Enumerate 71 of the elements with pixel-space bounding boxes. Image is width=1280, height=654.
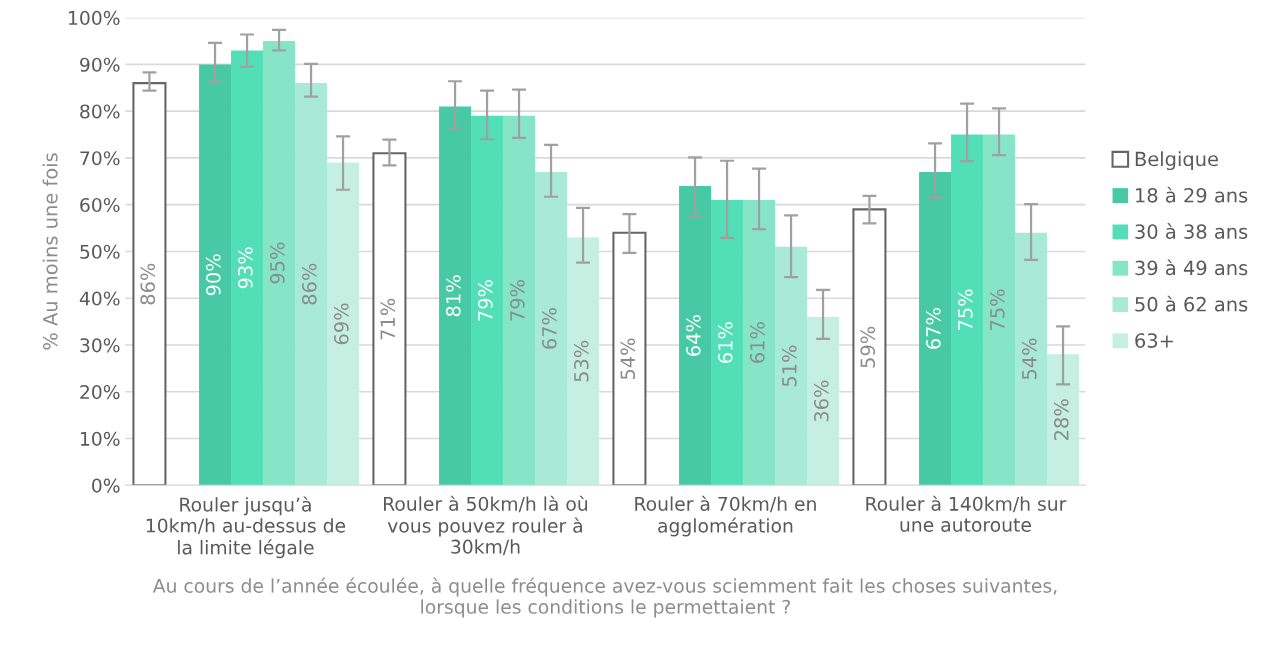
data-label: 54% [1021, 338, 1037, 380]
y-tick-label: 50% [80, 244, 120, 259]
y-tick-label: 30% [80, 338, 120, 353]
data-label: 61% [749, 322, 765, 363]
bar [852, 208, 887, 486]
data-label: 75% [989, 289, 1005, 330]
y-tick-label: 80% [80, 104, 120, 119]
data-label: 75% [957, 289, 973, 330]
bar [919, 171, 952, 486]
x-tick-label: Rouler jusqu’à 10km/h au-dessus de la limite légale [146, 496, 346, 559]
x-tick-label: Rouler à 70km/h en agglomération [635, 495, 816, 537]
data-label: 64% [685, 315, 701, 356]
data-label: 95% [269, 242, 285, 284]
y-tick-label: 60% [80, 197, 120, 213]
data-label: 36% [813, 380, 829, 422]
bar [199, 64, 232, 486]
bar [679, 186, 712, 486]
y-axis-title: % Au moins une fois [42, 153, 58, 350]
bar [775, 246, 808, 486]
bar [1047, 354, 1080, 486]
y-tick-label: 0% [92, 478, 120, 493]
data-label: 79% [509, 280, 525, 321]
data-label: 79% [477, 280, 493, 321]
bar [983, 134, 1016, 486]
data-label: 71% [380, 298, 396, 340]
data-label: 61% [717, 322, 733, 363]
data-label: 67% [925, 308, 941, 349]
data-label: 86% [301, 263, 317, 305]
bar [295, 83, 328, 486]
data-label: 81% [445, 275, 461, 317]
bar [807, 316, 840, 486]
bar [327, 162, 360, 486]
legend-label: 63+ [1135, 333, 1173, 348]
y-tick-label: 20% [80, 384, 120, 400]
data-label: 86% [140, 263, 156, 305]
data-label: 51% [781, 345, 797, 387]
data-label: 59% [860, 326, 876, 368]
x-tick-label: Rouler à 140km/h sur une autoroute [866, 495, 1067, 532]
legend-label: 50 à 62 ans [1135, 295, 1248, 312]
data-label: 90% [205, 254, 221, 296]
bar [231, 50, 264, 486]
bar [372, 152, 407, 486]
y-tick-label: 90% [80, 57, 120, 72]
bar [1015, 232, 1048, 486]
bar [743, 200, 776, 486]
data-label: 54% [620, 338, 636, 380]
data-label: 67% [541, 308, 557, 349]
y-tick-label: 70% [80, 151, 120, 166]
data-label: 69% [333, 303, 349, 345]
bar [567, 237, 600, 486]
bar [711, 200, 744, 486]
bar [951, 134, 984, 486]
data-label: 93% [237, 247, 253, 289]
bar [503, 115, 536, 486]
bar [439, 106, 472, 486]
bar [263, 41, 296, 486]
y-tick-label: 10% [80, 431, 120, 446]
legend-label: 30 à 38 ans [1135, 223, 1248, 239]
legend-label: Belgique [1135, 151, 1218, 171]
legend-label: 18 à 29 ans [1136, 186, 1248, 203]
data-label: 53% [573, 340, 589, 382]
y-tick-label: 100% [69, 10, 120, 26]
y-tick-label: 40% [79, 291, 120, 306]
bar [612, 231, 647, 486]
data-label: 28% [1053, 399, 1069, 440]
legend-label: 39 à 49 ans [1135, 259, 1248, 276]
x-tick-label: Rouler à 50km/h là où vous pouvez rouler à 30km/h [384, 495, 588, 556]
bar [132, 82, 167, 486]
bar [535, 171, 568, 486]
x-axis-title: Au cours de l’année écoulée, à quelle fréquence avez-vous sciemment fait les choses suivantes, lorsque les conditions le permettaient ? [152, 577, 1057, 618]
bar [471, 115, 504, 486]
